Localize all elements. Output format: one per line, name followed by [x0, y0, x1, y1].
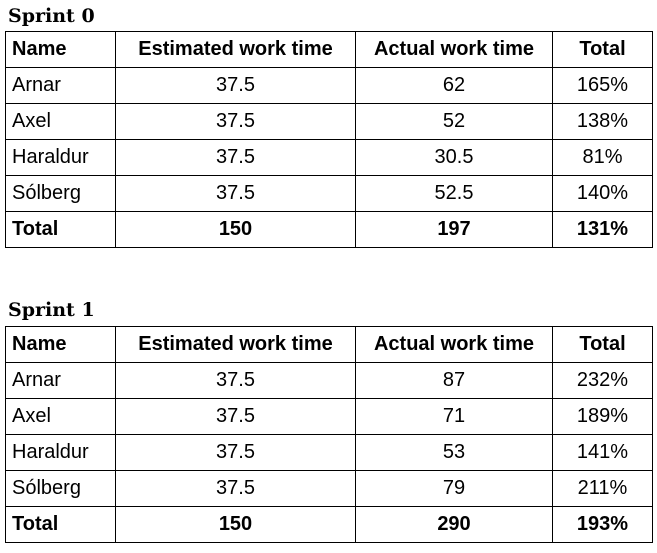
cell-estimated: 37.5 [115, 434, 356, 471]
cell-total: 232% [552, 362, 653, 399]
cell-estimated: 37.5 [115, 362, 356, 399]
table-row: Arnar 37.5 62 165% [5, 67, 653, 104]
cell-actual: 52.5 [355, 175, 553, 212]
header-name: Name [5, 326, 116, 363]
table-row: Haraldur 37.5 30.5 81% [5, 139, 653, 176]
table-row: Sólberg 37.5 52.5 140% [5, 175, 653, 212]
total-percent: 131% [552, 211, 653, 248]
total-label: Total [5, 211, 116, 248]
table-row: Sólberg 37.5 79 211% [5, 470, 653, 507]
cell-name: Sólberg [5, 470, 116, 507]
total-estimated: 150 [115, 211, 356, 248]
cell-estimated: 37.5 [115, 175, 356, 212]
cell-name: Arnar [5, 67, 116, 104]
cell-total: 138% [552, 103, 653, 140]
table-total-row: Total 150 290 193% [5, 506, 653, 543]
table-row: Haraldur 37.5 53 141% [5, 434, 653, 471]
cell-total: 211% [552, 470, 653, 507]
cell-total: 165% [552, 67, 653, 104]
cell-actual: 52 [355, 103, 553, 140]
header-name: Name [5, 31, 116, 68]
header-total: Total [552, 31, 653, 68]
total-actual: 290 [355, 506, 553, 543]
cell-actual: 87 [355, 362, 553, 399]
total-label: Total [5, 506, 116, 543]
table-header-row: Name Estimated work time Actual work tim… [5, 326, 653, 363]
cell-total: 141% [552, 434, 653, 471]
header-actual-work-time: Actual work time [355, 326, 553, 363]
cell-name: Axel [5, 103, 116, 140]
header-total: Total [552, 326, 653, 363]
cell-estimated: 37.5 [115, 470, 356, 507]
cell-actual: 71 [355, 398, 553, 435]
cell-estimated: 37.5 [115, 139, 356, 176]
table-row: Axel 37.5 52 138% [5, 103, 653, 140]
header-estimated-work-time: Estimated work time [115, 31, 356, 68]
cell-estimated: 37.5 [115, 398, 356, 435]
cell-total: 140% [552, 175, 653, 212]
table-total-row: Total 150 197 131% [5, 211, 653, 248]
sprint-0-title: Sprint 0 [8, 5, 95, 27]
cell-name: Haraldur [5, 434, 116, 471]
cell-total: 81% [552, 139, 653, 176]
cell-actual: 62 [355, 67, 553, 104]
cell-name: Sólberg [5, 175, 116, 212]
table-row: Arnar 37.5 87 232% [5, 362, 653, 399]
cell-estimated: 37.5 [115, 103, 356, 140]
total-actual: 197 [355, 211, 553, 248]
sprint-1-table: Name Estimated work time Actual work tim… [5, 326, 653, 543]
cell-actual: 53 [355, 434, 553, 471]
cell-name: Arnar [5, 362, 116, 399]
total-percent: 193% [552, 506, 653, 543]
header-estimated-work-time: Estimated work time [115, 326, 356, 363]
sprint-1-title: Sprint 1 [8, 299, 95, 321]
total-estimated: 150 [115, 506, 356, 543]
table-row: Axel 37.5 71 189% [5, 398, 653, 435]
cell-name: Axel [5, 398, 116, 435]
cell-estimated: 37.5 [115, 67, 356, 104]
cell-actual: 30.5 [355, 139, 553, 176]
cell-name: Haraldur [5, 139, 116, 176]
cell-total: 189% [552, 398, 653, 435]
sprint-0-table: Name Estimated work time Actual work tim… [5, 31, 653, 248]
header-actual-work-time: Actual work time [355, 31, 553, 68]
cell-actual: 79 [355, 470, 553, 507]
table-header-row: Name Estimated work time Actual work tim… [5, 31, 653, 68]
